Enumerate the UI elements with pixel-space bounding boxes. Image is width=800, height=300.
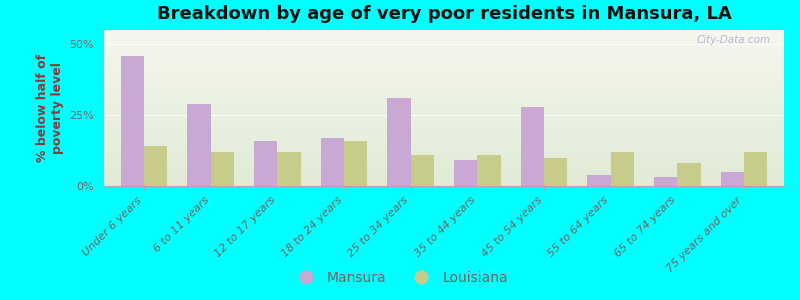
Bar	[321, 138, 344, 186]
Bar	[254, 141, 278, 186]
Bar	[678, 163, 701, 186]
Bar	[121, 56, 144, 186]
Bar	[454, 160, 478, 186]
Bar	[721, 172, 744, 186]
Legend: Mansura, Louisiana: Mansura, Louisiana	[286, 265, 514, 290]
Bar	[278, 152, 301, 186]
Bar	[344, 141, 367, 186]
Bar	[210, 152, 234, 186]
Bar	[654, 178, 678, 186]
Bar	[521, 106, 544, 186]
Bar	[744, 152, 767, 186]
Bar	[587, 175, 610, 186]
Text: City-Data.com: City-Data.com	[696, 35, 770, 45]
Bar	[387, 98, 410, 186]
Bar	[187, 104, 210, 186]
Bar	[610, 152, 634, 186]
Bar	[410, 155, 434, 186]
Title: Breakdown by age of very poor residents in Mansura, LA: Breakdown by age of very poor residents …	[157, 5, 731, 23]
Bar	[478, 155, 501, 186]
Bar	[544, 158, 567, 186]
Y-axis label: % below half of
poverty level: % below half of poverty level	[36, 54, 64, 162]
Bar	[144, 146, 167, 186]
